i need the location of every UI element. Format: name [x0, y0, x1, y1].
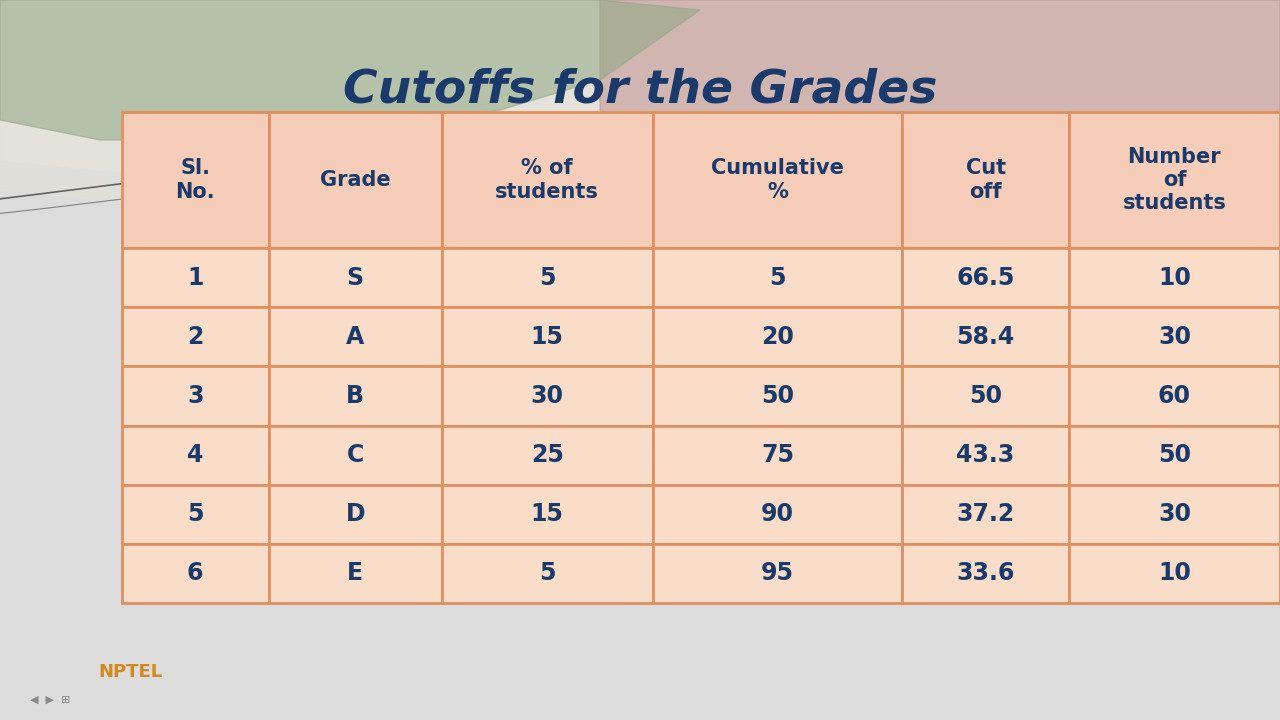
Text: 50: 50 — [969, 384, 1002, 408]
Polygon shape — [600, 0, 1280, 190]
Text: 37.2: 37.2 — [956, 502, 1015, 526]
Text: Sl.
No.: Sl. No. — [175, 158, 215, 202]
Text: 95: 95 — [762, 561, 794, 585]
Bar — [122, 426, 269, 485]
Text: 5: 5 — [187, 502, 204, 526]
Text: 15: 15 — [531, 325, 563, 349]
Text: 15: 15 — [531, 502, 563, 526]
Text: 10: 10 — [1158, 561, 1190, 585]
Bar — [1069, 426, 1280, 485]
Text: 2: 2 — [187, 325, 204, 349]
Text: 25: 25 — [531, 443, 563, 467]
Bar — [902, 248, 1069, 307]
Polygon shape — [0, 0, 700, 140]
Text: Cut
off: Cut off — [965, 158, 1006, 202]
Bar — [122, 248, 269, 307]
Bar — [269, 112, 442, 248]
Bar — [1069, 366, 1280, 426]
Bar — [653, 248, 902, 307]
Bar — [902, 485, 1069, 544]
Text: 3: 3 — [187, 384, 204, 408]
Text: 43.3: 43.3 — [956, 443, 1015, 467]
Text: 60: 60 — [1158, 384, 1190, 408]
Bar — [122, 112, 269, 248]
Bar — [269, 426, 442, 485]
Text: 90: 90 — [762, 502, 794, 526]
Text: % of
students: % of students — [495, 158, 599, 202]
Text: NPTEL: NPTEL — [99, 663, 163, 681]
Bar — [1069, 248, 1280, 307]
Bar — [653, 426, 902, 485]
Text: C: C — [347, 443, 364, 467]
Text: 50: 50 — [762, 384, 794, 408]
Text: E: E — [347, 561, 364, 585]
Bar — [653, 544, 902, 603]
Text: S: S — [347, 266, 364, 290]
Text: Cutoffs for the Grades: Cutoffs for the Grades — [343, 68, 937, 112]
Bar — [902, 544, 1069, 603]
Bar — [442, 248, 653, 307]
Bar — [442, 485, 653, 544]
Text: 66.5: 66.5 — [956, 266, 1015, 290]
Bar — [269, 307, 442, 366]
Text: 20: 20 — [762, 325, 794, 349]
Bar — [653, 112, 902, 248]
Bar — [269, 544, 442, 603]
Text: D: D — [346, 502, 365, 526]
Text: 30: 30 — [1158, 325, 1190, 349]
Bar — [902, 307, 1069, 366]
Text: 33.6: 33.6 — [956, 561, 1015, 585]
Text: 30: 30 — [531, 384, 563, 408]
Text: B: B — [346, 384, 365, 408]
Text: Cumulative
%: Cumulative % — [712, 158, 844, 202]
Bar — [442, 426, 653, 485]
Bar — [902, 426, 1069, 485]
Bar — [1069, 112, 1280, 248]
Text: 10: 10 — [1158, 266, 1190, 290]
Text: 50: 50 — [1158, 443, 1190, 467]
Text: A: A — [346, 325, 365, 349]
Bar — [269, 248, 442, 307]
Text: 58.4: 58.4 — [956, 325, 1015, 349]
Bar — [442, 307, 653, 366]
Polygon shape — [0, 0, 1280, 272]
Text: Number
of
students: Number of students — [1123, 147, 1226, 213]
Bar — [269, 366, 442, 426]
Bar — [902, 112, 1069, 248]
Polygon shape — [0, 0, 1280, 270]
Text: 1: 1 — [187, 266, 204, 290]
Bar — [1069, 544, 1280, 603]
Bar — [1069, 307, 1280, 366]
Text: ◀  ▶  ⊞: ◀ ▶ ⊞ — [29, 695, 70, 705]
Text: 4: 4 — [187, 443, 204, 467]
Bar — [122, 485, 269, 544]
Bar — [122, 366, 269, 426]
Text: 5: 5 — [539, 266, 556, 290]
Bar — [442, 112, 653, 248]
Bar — [653, 307, 902, 366]
Bar — [122, 307, 269, 366]
Text: 30: 30 — [1158, 502, 1190, 526]
Bar — [653, 485, 902, 544]
Bar — [269, 485, 442, 544]
Bar — [442, 544, 653, 603]
Text: 75: 75 — [762, 443, 794, 467]
Bar — [442, 366, 653, 426]
Text: Grade: Grade — [320, 170, 390, 190]
Bar — [122, 544, 269, 603]
Text: 6: 6 — [187, 561, 204, 585]
Bar — [653, 366, 902, 426]
Bar — [1069, 485, 1280, 544]
Text: 5: 5 — [769, 266, 786, 290]
Text: 5: 5 — [539, 561, 556, 585]
Bar — [902, 366, 1069, 426]
